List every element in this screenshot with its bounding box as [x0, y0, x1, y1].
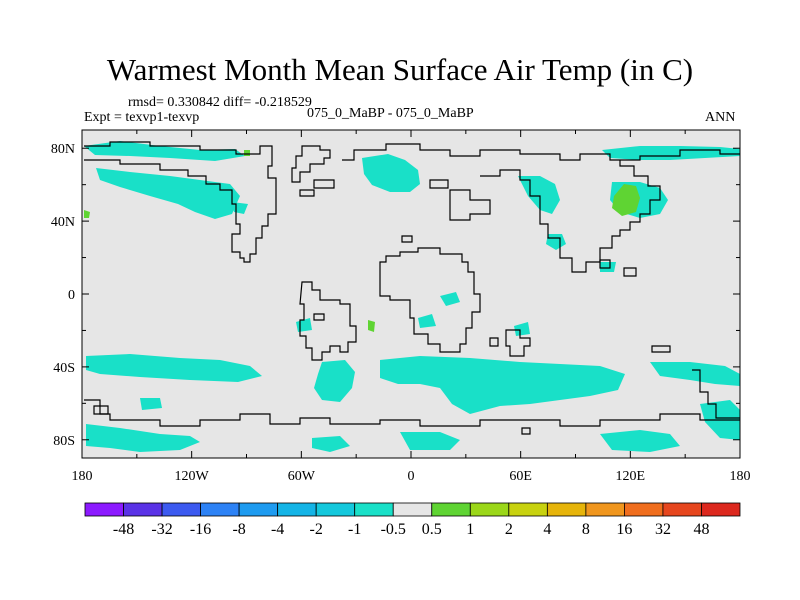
coastline: [489, 337, 499, 347]
x-tick-label: 0: [408, 469, 415, 484]
colorbar-swatch: [431, 502, 471, 517]
colorbar-label: -8: [232, 521, 245, 538]
coastline: [521, 427, 531, 435]
colorbar-label: -1: [348, 521, 361, 538]
y-tick-label: 40S: [53, 361, 75, 376]
anomaly-patch: [650, 362, 740, 386]
colorbar-label: 4: [543, 521, 551, 538]
anomaly-patch: [86, 354, 262, 382]
x-tick-label: 60W: [288, 469, 316, 484]
x-tick-label: 120E: [616, 469, 646, 484]
y-tick-label: 80S: [53, 434, 75, 449]
anomaly-patch: [84, 141, 245, 161]
colorbar-label: -2: [310, 521, 323, 538]
colorbar-swatch: [161, 502, 201, 517]
colorbar-label: 32: [655, 521, 671, 538]
colorbar-label: 1: [466, 521, 474, 538]
coastline: [299, 189, 315, 197]
stats-label: rmsd= 0.330842 diff= -0.218529: [128, 95, 312, 110]
coastline: [429, 179, 449, 189]
axis-ticks: [81, 130, 741, 458]
anomaly-patch: [362, 154, 420, 192]
colorbar-swatch: [585, 502, 625, 517]
colorbar-swatch: [238, 502, 279, 517]
colorbar-swatch: [392, 502, 433, 517]
colorbar-swatch: [546, 502, 587, 517]
anomaly-patch: [140, 398, 162, 410]
colorbar-label: 0.5: [422, 521, 442, 538]
period-label: 075_0_MaBP - 075_0_MaBP: [307, 106, 474, 121]
anomaly-patch: [244, 150, 250, 156]
colorbar-swatch: [277, 502, 317, 517]
x-axis-labels: 180 120W 60W 0 60E 120E 180: [72, 469, 751, 484]
colorbar-swatch: [123, 502, 163, 517]
coastline: [692, 369, 740, 419]
colorbar-label: -16: [190, 521, 211, 538]
coastline: [299, 281, 357, 361]
anomaly-patch: [514, 322, 530, 336]
coastline: [93, 405, 109, 415]
anomaly-patch: [400, 432, 460, 450]
colorbar-label: 8: [582, 521, 590, 538]
anomaly-patch: [418, 314, 436, 328]
y-tick-label: 80N: [51, 142, 75, 157]
anomaly-patch: [96, 168, 240, 219]
map-title: Warmest Month Mean Surface Air Temp (in …: [106, 52, 694, 87]
coastline: [379, 247, 481, 353]
anomaly-patch: [312, 436, 350, 452]
coastline: [342, 143, 740, 161]
colorbar-swatch: [662, 502, 702, 517]
colorbar-label: 2: [505, 521, 513, 538]
x-tick-label: 180: [730, 469, 751, 484]
colorbar-swatch: [469, 502, 510, 517]
x-tick-label: 180: [72, 469, 93, 484]
colorbar-label: 16: [616, 521, 632, 538]
y-tick-label: 40N: [51, 215, 75, 230]
season-label: ANN: [705, 110, 736, 125]
colorbar-swatch: [508, 502, 548, 517]
colorbar-label: -48: [113, 521, 134, 538]
coastline: [449, 189, 491, 221]
anomaly-patch: [440, 292, 460, 306]
colorbar-swatch: [624, 502, 664, 517]
anomaly-patch: [612, 184, 640, 216]
colorbar-swatch: [354, 502, 394, 517]
colorbar: [84, 502, 741, 517]
coastline: [291, 145, 331, 183]
anomaly-patch: [600, 430, 680, 452]
y-tick-label: 0: [68, 288, 75, 303]
coastline: [84, 399, 740, 427]
anomaly-patch: [84, 210, 90, 218]
colorbar-label: -0.5: [381, 521, 406, 538]
coastline: [623, 267, 637, 277]
colorbar-label: -4: [271, 521, 284, 538]
colorbar-label: -32: [151, 521, 172, 538]
coastline: [313, 179, 335, 189]
coastline: [480, 160, 661, 273]
anomaly-patch: [380, 356, 625, 414]
x-tick-label: 60E: [509, 469, 532, 484]
coastline: [651, 345, 671, 353]
experiment-label: Expt = texvp1-texvp: [84, 110, 200, 125]
colorbar-labels: -48 -32 -16 -8 -4 -2 -1 -0.5 0.5 1 2 4 8 16 32 48: [113, 521, 710, 538]
colorbar-swatch: [315, 502, 356, 517]
colorbar-swatch: [84, 502, 124, 517]
anomaly-patch: [600, 262, 616, 272]
anomaly-patch: [86, 424, 200, 452]
y-axis-labels: 80N 40N 0 40S 80S: [51, 142, 75, 449]
coastline: [505, 329, 531, 357]
coastline: [84, 141, 277, 263]
coastline: [401, 235, 413, 243]
colorbar-swatch: [701, 502, 741, 517]
coastlines: [84, 141, 740, 435]
colorbar-swatch: [200, 502, 240, 517]
anomaly-patch: [314, 360, 355, 402]
coastline: [599, 259, 611, 269]
anomaly-patch: [518, 176, 560, 214]
coastline: [313, 313, 325, 321]
x-tick-label: 120W: [175, 469, 210, 484]
anomaly-patch: [368, 320, 375, 332]
colorbar-label: 48: [693, 521, 709, 538]
